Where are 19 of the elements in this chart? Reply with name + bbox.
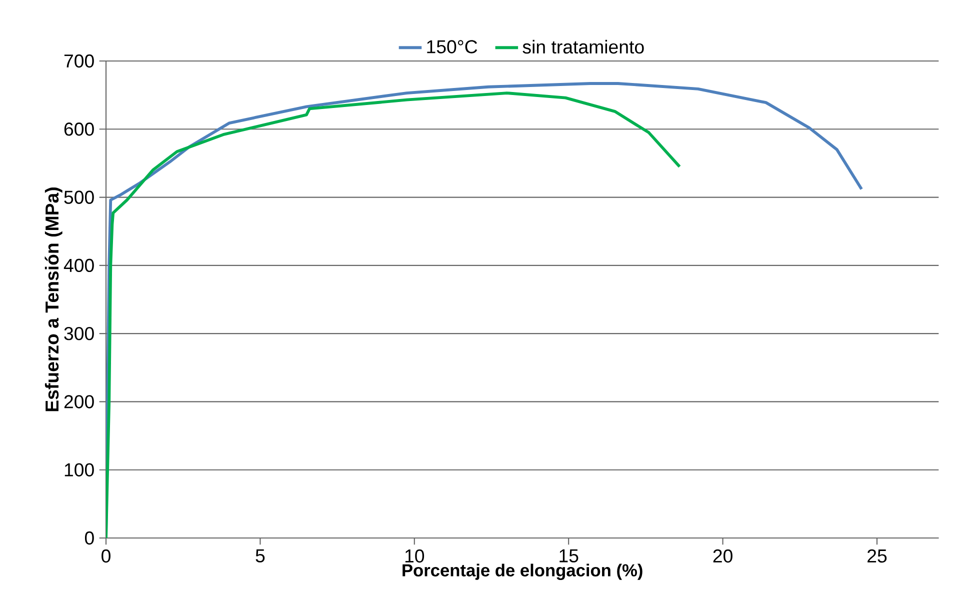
- y-tick-label: 400: [64, 258, 94, 272]
- y-axis-title: Esfuerzo a Tensión (MPa): [44, 188, 62, 412]
- x-tick-label: 15: [560, 549, 578, 562]
- y-tick-label: 300: [64, 326, 94, 340]
- x-tick-label: 10: [405, 549, 424, 563]
- x-tick-label: 20: [713, 549, 732, 563]
- y-tick-label: 500: [64, 190, 94, 204]
- legend-label: sin tratamiento: [522, 40, 644, 54]
- y-tick-label: 200: [64, 395, 94, 408]
- legend-label: 150°C: [427, 40, 478, 54]
- x-axis-title: Porcentaje de elongacion (%): [402, 564, 642, 580]
- y-tick-label: 600: [64, 122, 94, 136]
- x-tick-label: 0: [102, 549, 110, 563]
- x-tick-label: 5: [256, 549, 265, 562]
- line-series: [106, 92, 682, 538]
- y-tick-label: 0: [84, 531, 94, 545]
- y-tick-label: 700: [64, 54, 94, 68]
- x-tick-label: 25: [868, 549, 887, 563]
- y-tick-label: 100: [64, 463, 94, 476]
